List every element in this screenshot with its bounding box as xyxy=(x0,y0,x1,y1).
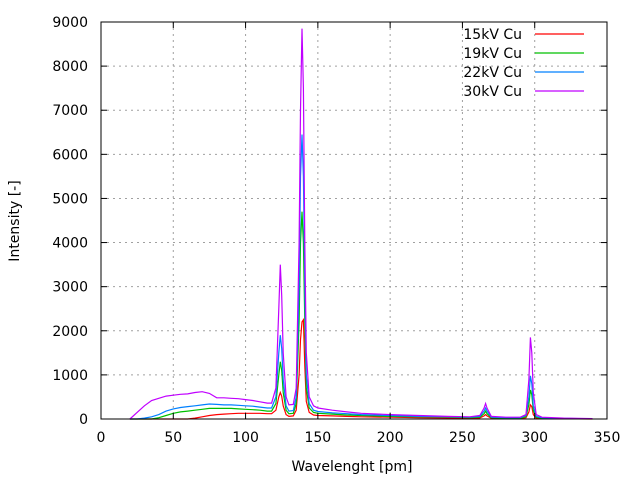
series-line-30kv-cu xyxy=(129,28,593,420)
y-tick-label: 6000 xyxy=(52,147,88,163)
legend-label: 30kV Cu xyxy=(463,84,522,100)
y-axis-label: Intensity [-] xyxy=(7,180,23,261)
y-tick-label: 4000 xyxy=(52,236,88,252)
ticks: 0 50 100 150 200 250 300 350 0 1000 2000 3000 4000 50… xyxy=(52,15,620,446)
x-tick-label: 50 xyxy=(164,430,182,446)
y-tick-label: 7000 xyxy=(52,103,88,119)
y-tick-label: 9000 xyxy=(52,15,88,31)
y-tick-label: 3000 xyxy=(52,280,88,296)
series-line-22kv-cu xyxy=(129,134,593,420)
legend: 15kV Cu 19kV Cu 22kV Cu 30kV Cu xyxy=(463,27,584,100)
x-axis-label: Wavelenght [pm] xyxy=(292,459,413,475)
series-group xyxy=(129,28,593,420)
x-tick-label: 350 xyxy=(594,430,621,446)
x-tick-label: 200 xyxy=(377,430,404,446)
x-tick-label: 150 xyxy=(304,430,331,446)
legend-label: 22kV Cu xyxy=(463,65,522,81)
y-tick-label: 5000 xyxy=(52,191,88,207)
x-tick-label: 300 xyxy=(521,430,548,446)
legend-label: 19kV Cu xyxy=(463,46,522,62)
x-tick-label: 0 xyxy=(97,430,106,446)
x-tick-label: 250 xyxy=(449,430,476,446)
y-tick-label: 2000 xyxy=(52,324,88,340)
grid xyxy=(101,22,607,419)
series-line-15kv-cu xyxy=(129,317,593,420)
plot-border xyxy=(100,21,608,420)
legend-label: 15kV Cu xyxy=(463,27,522,43)
y-tick-label: 8000 xyxy=(52,59,88,75)
x-tick-label: 100 xyxy=(232,430,259,446)
y-tick-label: 0 xyxy=(79,412,88,428)
series-line-19kv-cu xyxy=(129,211,593,420)
y-tick-label: 1000 xyxy=(52,368,88,384)
